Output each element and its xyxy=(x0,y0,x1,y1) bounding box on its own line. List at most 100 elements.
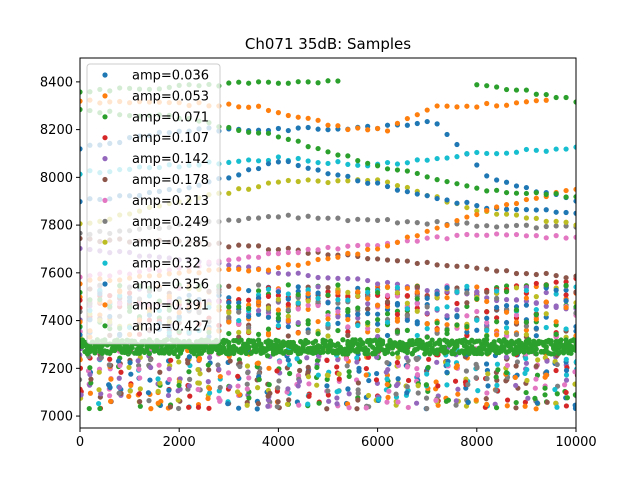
lower-cluster-point xyxy=(426,356,432,362)
series-point-6 xyxy=(236,256,242,262)
lower-cluster-point xyxy=(425,364,431,371)
series-point-5 xyxy=(325,252,331,258)
series-point-10 xyxy=(345,312,351,319)
series-point-10 xyxy=(464,329,470,335)
lower-cluster-point xyxy=(336,376,342,382)
series-point-4 xyxy=(484,295,490,301)
series-point-8 xyxy=(553,218,559,224)
series-point-9 xyxy=(305,158,311,164)
series-point-10 xyxy=(275,289,281,295)
lower-cluster-point xyxy=(196,380,202,386)
series-point-4 xyxy=(315,284,321,290)
series-point-7 xyxy=(474,223,480,229)
lower-cluster-point xyxy=(343,356,349,362)
dense-band-point xyxy=(409,351,415,357)
lower-cluster-point xyxy=(522,403,528,409)
series-point-11 xyxy=(513,319,520,325)
series-point-4 xyxy=(295,270,301,276)
lower-cluster-point xyxy=(563,377,570,383)
lower-cluster-point xyxy=(274,403,280,410)
series-point-5 xyxy=(464,300,470,306)
series-point-9 xyxy=(295,300,301,306)
lower-cluster-point xyxy=(346,391,352,397)
lower-cluster-point xyxy=(275,399,281,405)
series-point-9 xyxy=(494,151,500,157)
series-point-9 xyxy=(345,297,351,303)
legend-marker xyxy=(102,93,108,99)
lower-cluster-point xyxy=(225,370,232,376)
series-point-8 xyxy=(246,186,252,192)
y-tick-label: 7000 xyxy=(40,410,73,425)
series-point-9 xyxy=(384,319,391,325)
series-point-9 xyxy=(464,283,470,289)
series-point-5 xyxy=(365,256,371,262)
lower-cluster-point xyxy=(165,392,172,399)
series-point-11 xyxy=(80,319,83,325)
series-point-2 xyxy=(255,79,262,85)
series-point-11 xyxy=(226,319,232,325)
dense-band-point xyxy=(451,351,458,357)
lower-cluster-point xyxy=(286,397,292,403)
lower-cluster-point xyxy=(535,357,541,363)
series-point-12 xyxy=(434,320,440,326)
series-point-10 xyxy=(553,209,559,215)
series-point-5 xyxy=(424,259,430,266)
series-point-0 xyxy=(444,131,450,138)
lower-cluster-point xyxy=(344,363,350,369)
lower-cluster-point xyxy=(168,357,174,363)
lower-cluster-point xyxy=(175,388,181,394)
lower-cluster-point xyxy=(365,392,372,399)
series-point-11 xyxy=(444,222,450,229)
series-point-7 xyxy=(275,214,281,220)
series-point-8 xyxy=(246,329,252,335)
lower-cluster-point xyxy=(217,373,223,380)
lower-cluster-point xyxy=(354,406,360,412)
series-point-10 xyxy=(315,290,321,296)
series-point-8 xyxy=(394,290,401,296)
series-point-7 xyxy=(533,225,539,231)
lower-cluster-point xyxy=(246,395,252,401)
series-point-1 xyxy=(375,125,381,132)
series-point-1 xyxy=(513,100,520,106)
series-point-5 xyxy=(573,289,576,295)
series-point-12 xyxy=(573,194,576,200)
dense-band-point xyxy=(129,345,135,351)
lower-cluster-point xyxy=(455,386,461,392)
lower-cluster-point xyxy=(355,380,361,386)
lower-cluster-point xyxy=(384,360,390,366)
dense-band-point xyxy=(136,350,143,356)
lower-cluster-point xyxy=(315,372,321,378)
series-point-6 xyxy=(355,242,361,249)
lower-cluster-point xyxy=(384,376,390,382)
axes-frame xyxy=(79,57,577,429)
series-point-5 xyxy=(226,244,232,250)
series-point-10 xyxy=(255,165,262,172)
series-point-10 xyxy=(444,197,450,203)
dense-band-point xyxy=(533,351,539,357)
dense-band-point xyxy=(573,341,576,347)
series-point-10 xyxy=(236,172,242,178)
lower-cluster-point xyxy=(227,384,233,390)
lower-cluster-point xyxy=(395,381,401,387)
lower-cluster-point xyxy=(197,371,203,377)
lower-cluster-point xyxy=(187,393,193,399)
series-point-4 xyxy=(285,271,291,277)
lower-cluster-point xyxy=(304,355,310,361)
series-point-2 xyxy=(543,91,549,98)
series-point-12 xyxy=(454,181,460,187)
lower-cluster-point xyxy=(206,405,212,411)
lower-cluster-point xyxy=(563,403,570,409)
lower-cluster-point xyxy=(524,367,530,373)
lower-cluster-point xyxy=(285,386,291,392)
lower-cluster-point xyxy=(205,395,211,402)
series-point-11 xyxy=(255,299,262,305)
series-point-4 xyxy=(375,281,381,287)
series-point-7 xyxy=(325,325,331,331)
series-point-12 xyxy=(226,304,232,310)
series-point-1 xyxy=(484,100,490,107)
series-point-10 xyxy=(285,296,291,302)
series-point-4 xyxy=(295,320,301,326)
lower-cluster-point xyxy=(563,372,570,378)
series-point-10 xyxy=(503,303,510,309)
lower-cluster-point xyxy=(554,391,560,397)
